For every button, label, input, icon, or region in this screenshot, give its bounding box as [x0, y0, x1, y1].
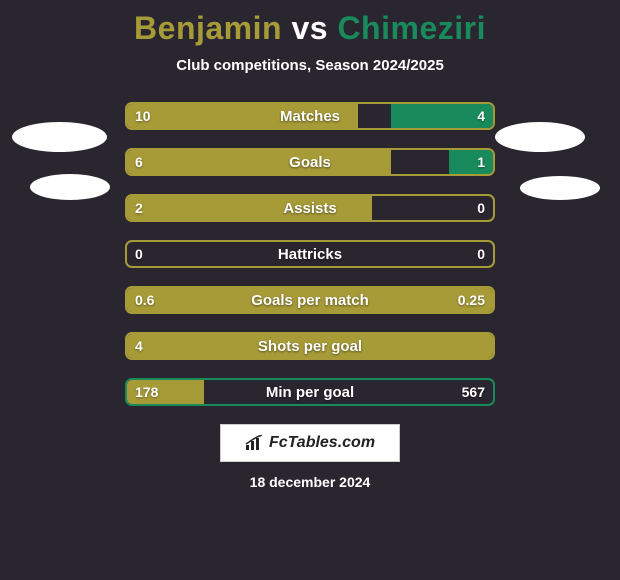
player1-avatar-primary [12, 122, 107, 152]
stat-row: 20Assists [125, 194, 495, 222]
fctables-logo: FcTables.com [220, 424, 400, 462]
player2-avatar-secondary [520, 176, 600, 200]
stat-label: Min per goal [125, 378, 495, 406]
brand-prefix: Fc [269, 434, 288, 452]
stat-row: 0.60.25Goals per match [125, 286, 495, 314]
stat-row: 4Shots per goal [125, 332, 495, 360]
stat-row: 00Hattricks [125, 240, 495, 268]
player2-name: Chimeziri [337, 10, 486, 46]
player1-name: Benjamin [134, 10, 282, 46]
stat-row: 104Matches [125, 102, 495, 130]
subtitle: Club competitions, Season 2024/2025 [0, 57, 620, 74]
stat-label: Matches [125, 102, 495, 130]
chart-icon [245, 435, 265, 451]
stat-label: Hattricks [125, 240, 495, 268]
stats-container: 104Matches 61Goals 20Assists 00Hattricks 0.6… [125, 102, 495, 406]
player2-avatar-primary [495, 122, 585, 152]
vs-text: vs [291, 10, 328, 46]
stat-label: Shots per goal [125, 332, 495, 360]
stat-row: 178567Min per goal [125, 378, 495, 406]
page-title: Benjamin vs Chimeziri [0, 0, 620, 47]
stat-row: 61Goals [125, 148, 495, 176]
stat-label: Assists [125, 194, 495, 222]
stat-label: Goals [125, 148, 495, 176]
date-text: 18 december 2024 [0, 474, 620, 490]
stat-label: Goals per match [125, 286, 495, 314]
player1-avatar-secondary [30, 174, 110, 200]
brand-suffix: Tables.com [288, 434, 375, 452]
